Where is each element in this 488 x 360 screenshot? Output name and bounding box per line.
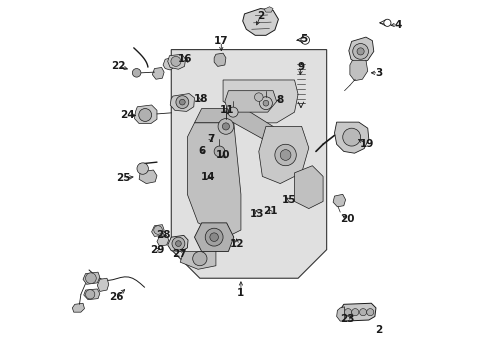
Text: 29: 29: [149, 245, 164, 255]
Polygon shape: [264, 7, 272, 12]
Circle shape: [85, 273, 96, 284]
Circle shape: [176, 96, 188, 109]
Polygon shape: [152, 67, 164, 79]
Text: 11: 11: [220, 105, 234, 115]
Circle shape: [175, 241, 181, 247]
Circle shape: [352, 44, 367, 59]
Polygon shape: [187, 123, 241, 237]
Polygon shape: [72, 303, 84, 312]
Text: 10: 10: [215, 150, 230, 160]
Polygon shape: [170, 94, 194, 111]
Polygon shape: [214, 53, 225, 66]
Circle shape: [85, 290, 95, 299]
Polygon shape: [83, 289, 100, 300]
Circle shape: [132, 68, 141, 77]
Text: 17: 17: [214, 36, 228, 46]
Text: 26: 26: [109, 292, 123, 302]
Polygon shape: [134, 105, 157, 123]
Text: 25: 25: [116, 173, 131, 183]
Circle shape: [209, 233, 218, 242]
Text: 14: 14: [201, 172, 215, 182]
Polygon shape: [180, 251, 216, 269]
Text: 13: 13: [249, 209, 264, 219]
Text: 20: 20: [340, 214, 354, 224]
Polygon shape: [139, 170, 157, 184]
Polygon shape: [224, 91, 276, 112]
Text: 27: 27: [172, 249, 186, 259]
Text: 6: 6: [198, 147, 205, 157]
Text: 9: 9: [297, 63, 304, 72]
Text: 18: 18: [193, 94, 208, 104]
Text: 28: 28: [156, 230, 170, 240]
Circle shape: [351, 309, 358, 316]
Text: 1: 1: [237, 288, 244, 297]
Circle shape: [214, 146, 224, 157]
Text: 15: 15: [281, 195, 296, 204]
Circle shape: [137, 163, 148, 174]
Circle shape: [280, 150, 290, 160]
Text: 19: 19: [359, 139, 373, 149]
Polygon shape: [157, 235, 168, 246]
Circle shape: [356, 48, 364, 55]
Circle shape: [366, 309, 373, 316]
Text: 8: 8: [276, 95, 283, 105]
Polygon shape: [334, 122, 368, 153]
Polygon shape: [349, 60, 367, 81]
Text: 22: 22: [111, 62, 126, 71]
Circle shape: [179, 99, 185, 105]
Polygon shape: [294, 166, 323, 208]
Text: 12: 12: [229, 239, 244, 249]
Polygon shape: [336, 307, 344, 321]
Text: 7: 7: [206, 134, 214, 144]
Polygon shape: [258, 126, 308, 184]
Circle shape: [227, 107, 238, 117]
Text: 16: 16: [178, 54, 192, 64]
Circle shape: [222, 123, 229, 130]
Circle shape: [192, 251, 206, 266]
Circle shape: [172, 237, 184, 250]
Circle shape: [254, 93, 263, 102]
Circle shape: [359, 309, 366, 316]
Polygon shape: [167, 235, 188, 251]
Text: 21: 21: [263, 206, 277, 216]
Circle shape: [153, 226, 162, 234]
Text: 24: 24: [120, 110, 134, 120]
Circle shape: [205, 228, 223, 246]
Polygon shape: [151, 225, 164, 237]
Polygon shape: [167, 54, 185, 69]
Polygon shape: [97, 278, 108, 292]
Polygon shape: [163, 58, 173, 70]
Text: 4: 4: [394, 19, 401, 30]
Polygon shape: [340, 303, 375, 321]
Text: 5: 5: [299, 34, 306, 44]
Polygon shape: [242, 9, 278, 35]
Text: 3: 3: [374, 68, 381, 78]
Circle shape: [263, 100, 268, 106]
Polygon shape: [171, 50, 326, 278]
Circle shape: [259, 97, 272, 110]
Text: 2: 2: [256, 11, 264, 21]
Polygon shape: [194, 223, 233, 251]
Polygon shape: [83, 272, 100, 284]
Circle shape: [274, 144, 296, 166]
Polygon shape: [223, 80, 298, 123]
Text: 23: 23: [340, 314, 354, 324]
Text: 2: 2: [374, 325, 381, 335]
Polygon shape: [348, 37, 373, 64]
Circle shape: [344, 309, 351, 316]
Circle shape: [218, 118, 233, 134]
Circle shape: [342, 128, 360, 146]
Circle shape: [139, 109, 151, 121]
Circle shape: [171, 57, 181, 66]
Polygon shape: [332, 194, 345, 207]
Polygon shape: [194, 109, 301, 162]
